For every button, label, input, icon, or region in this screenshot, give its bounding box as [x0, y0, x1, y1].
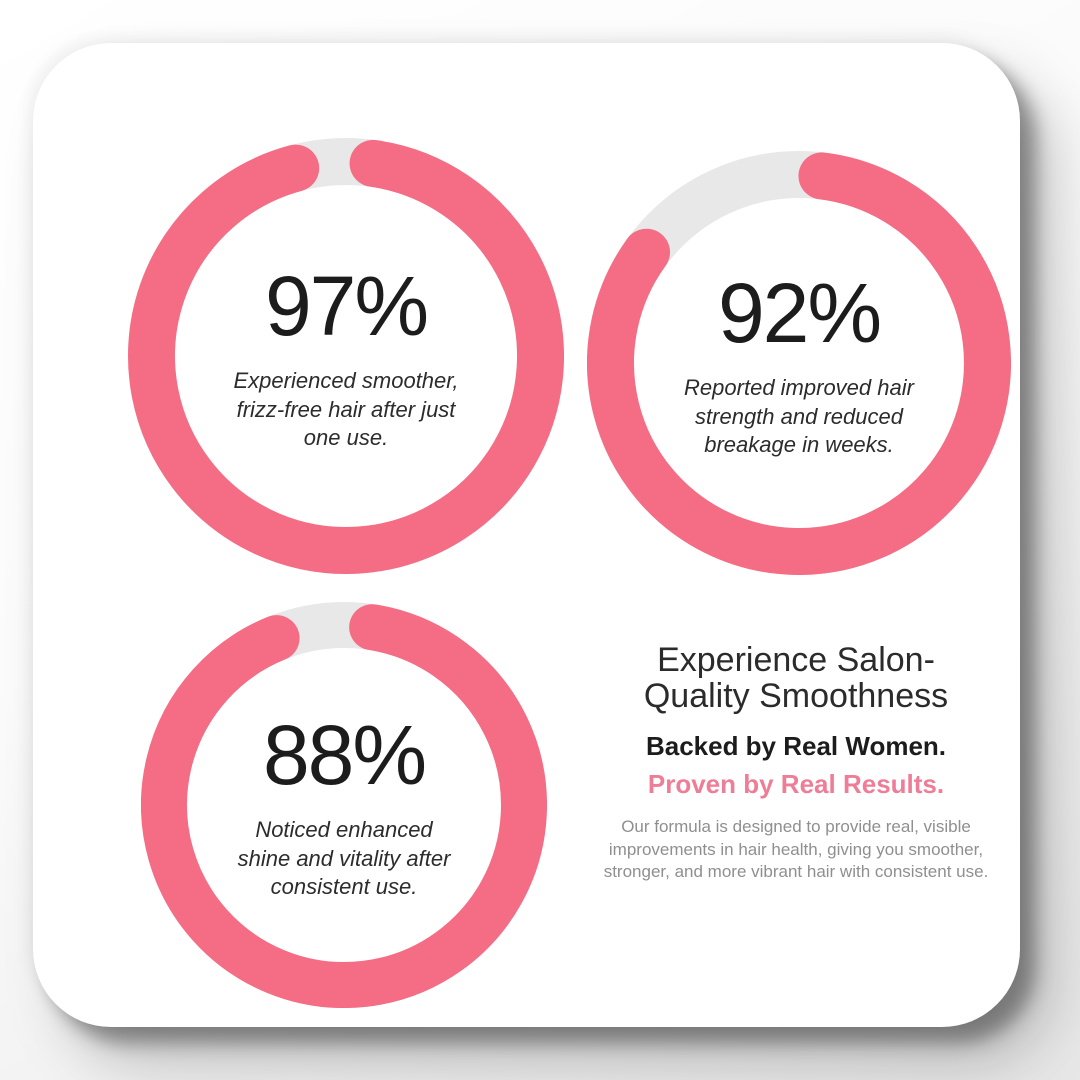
- subheadline-pink: Proven by Real Results.: [647, 769, 945, 800]
- donut-chart-hair-strength: 92% Reported improved hair strength and …: [587, 151, 1011, 575]
- donut-text-group: 92% Reported improved hair strength and …: [587, 155, 1011, 579]
- donut-value-arc: [141, 604, 547, 1008]
- donut-text-group: 97% Experienced smoother, frizz-free hai…: [128, 142, 564, 578]
- donut-ring-svg: [141, 602, 547, 1008]
- donut-chart-shine-vitality: 88% Noticed enhanced shine and vitality …: [141, 602, 547, 1008]
- donut-percentage: 97%: [264, 259, 429, 354]
- donut-description: Experienced smoother, frizz-free hair af…: [233, 368, 459, 451]
- donut-description: Reported improved hair strength and redu…: [684, 375, 914, 458]
- stats-card: 97% Experienced smoother, frizz-free hai…: [33, 43, 1020, 1027]
- donut-chart-smoother-hair: 97% Experienced smoother, frizz-free hai…: [128, 138, 564, 574]
- donut-value-arc: [128, 139, 564, 574]
- subheadline-bold: Backed by Real Women.: [645, 731, 947, 762]
- donut-description: Noticed enhanced shine and vitality afte…: [237, 817, 451, 900]
- headline: Experience Salon- Quality Smoothness: [643, 641, 949, 716]
- donut-ring-svg: [128, 138, 564, 574]
- donut-percentage: 88%: [262, 708, 427, 803]
- donut-percentage: 92%: [717, 266, 882, 361]
- donut-ring-svg: [587, 151, 1011, 575]
- info-block: Experience Salon- Quality Smoothness Bac…: [563, 642, 1029, 883]
- body-copy: Our formula is designed to provide real,…: [603, 817, 989, 881]
- donut-value-arc: [587, 152, 1011, 575]
- donut-text-group: 88% Noticed enhanced shine and vitality …: [141, 606, 547, 1012]
